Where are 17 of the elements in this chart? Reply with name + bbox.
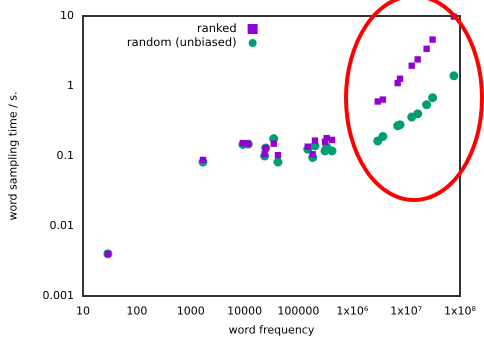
y-tick-label: 10 (60, 8, 74, 22)
y-tick-label: 0.1 (56, 148, 74, 162)
y-tick-label: 1 (67, 78, 74, 92)
y-axis-title: word sampling time / s. (6, 91, 20, 221)
x-tick-label: 1x10⁷ (390, 304, 422, 318)
legend-label: ranked (196, 20, 237, 35)
x-axis-title: word frequency (228, 323, 315, 336)
x-tick-label: 1000 (176, 304, 205, 318)
y-tick-label: 0.01 (50, 218, 74, 232)
x-tick-label: 10000 (227, 304, 262, 318)
x-tick-label: 100000 (277, 304, 320, 318)
y-tick-label: 0.001 (42, 288, 74, 302)
x-tick-label: 100 (126, 304, 148, 318)
x-tick-label: 1x10⁶ (336, 304, 369, 318)
x-tick-label: 1x10⁸ (444, 304, 477, 318)
x-tick-label: 10 (76, 304, 90, 318)
legend-label: random (unbiased) (126, 34, 237, 49)
